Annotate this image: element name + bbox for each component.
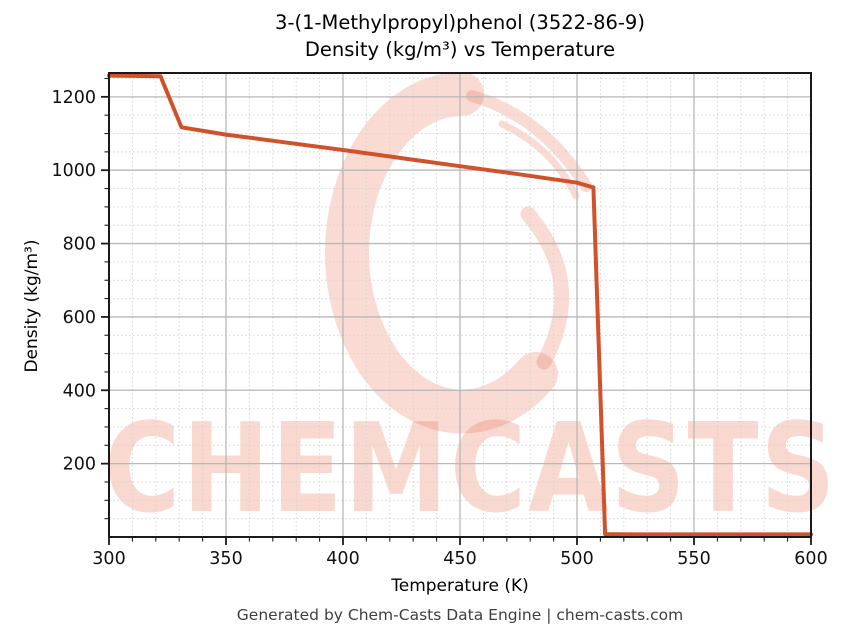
chart-title-line1: 3-(1-Methylpropyl)phenol (3522-86-9): [275, 11, 645, 34]
y-tick-label: 800: [63, 235, 96, 255]
x-tick-label: 450: [443, 549, 476, 569]
x-tick-label: 600: [794, 549, 827, 569]
y-tick-label: 600: [63, 308, 96, 328]
x-tick-label: 350: [209, 549, 242, 569]
y-tick-label: 1200: [51, 88, 96, 108]
axes-spines: [108, 72, 812, 538]
y-axis-label: Density (kg/m³): [22, 239, 42, 373]
chart-title-line2: Density (kg/m³) vs Temperature: [304, 38, 616, 61]
density-curve: [107, 73, 813, 537]
y-tick-label: 400: [63, 381, 96, 401]
x-tick-label: 300: [92, 549, 125, 569]
y-tick-label: 200: [63, 455, 96, 475]
y-tick-label: 1000: [51, 161, 96, 181]
footer-credit: Generated by Chem-Casts Data Engine | ch…: [236, 606, 684, 624]
x-tick-label: 550: [677, 549, 710, 569]
x-tick-label: 400: [326, 549, 359, 569]
chart-title: 3-(1-Methylpropyl)phenol (3522-86-9) Den…: [109, 9, 811, 63]
x-axis-label: Temperature (K): [391, 576, 529, 596]
x-tick-label: 500: [560, 549, 593, 569]
